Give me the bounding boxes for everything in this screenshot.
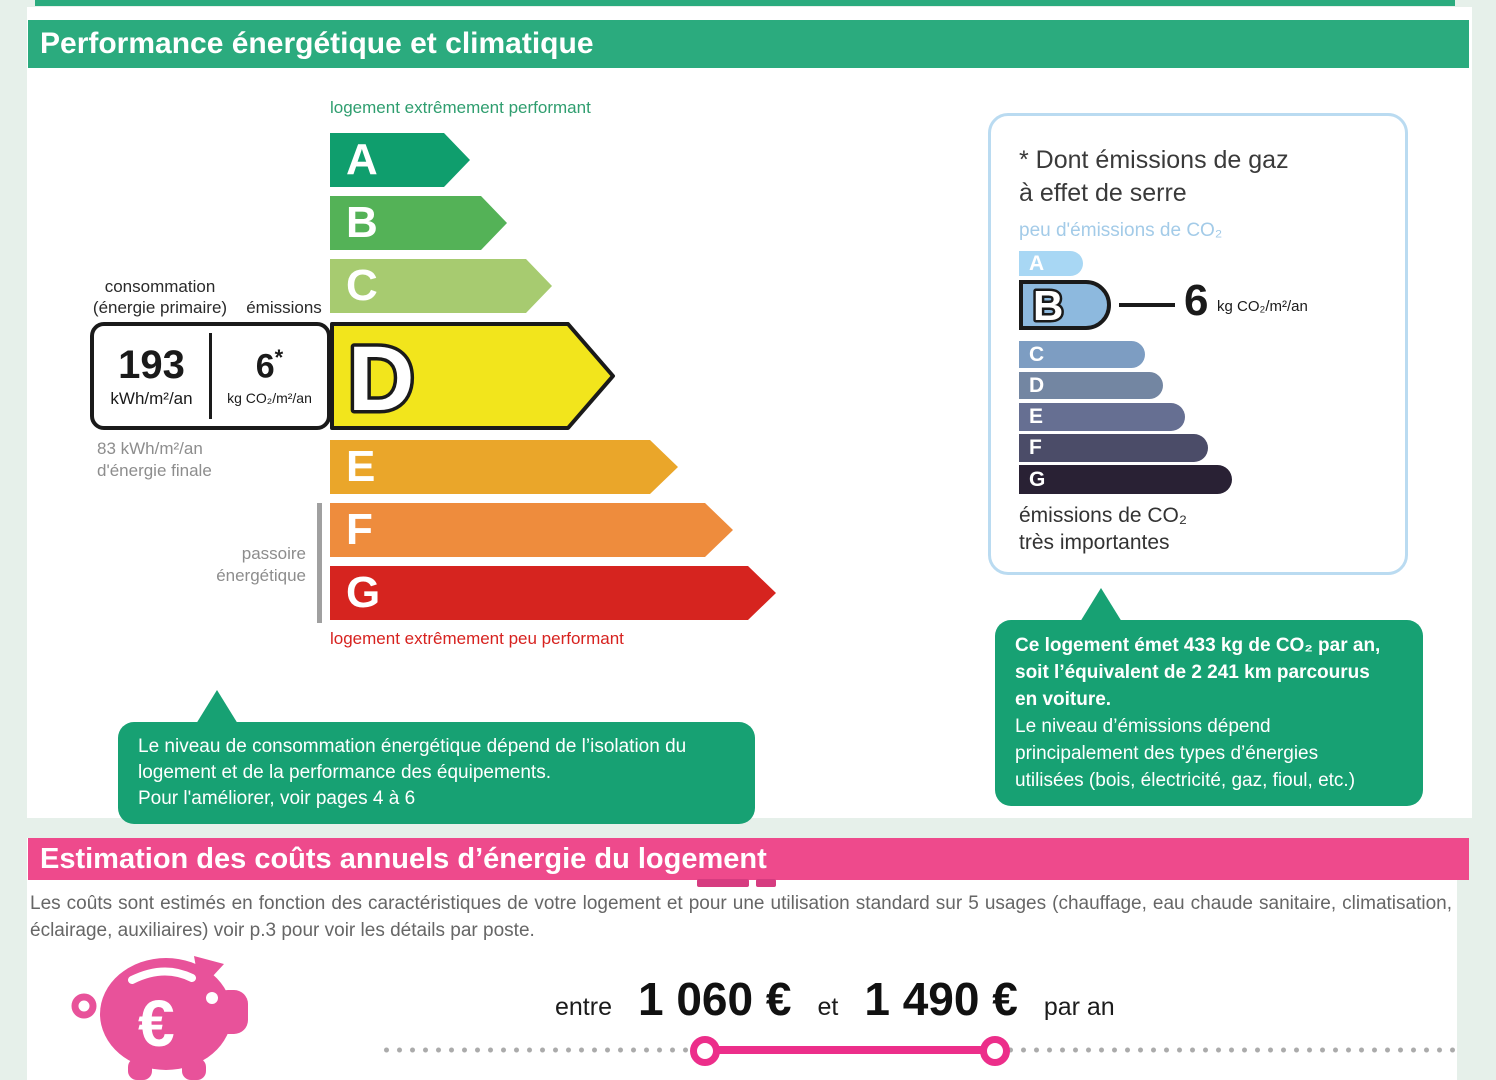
co2-note-line5: principalement des types d’énergies: [1015, 743, 1319, 764]
cost-slider-handle-max: [980, 1036, 1010, 1066]
co2-pointer-line: [1119, 303, 1175, 307]
co2-class-letter: B: [1033, 282, 1063, 328]
co2-note-line4: Le niveau d’émissions dépend: [1015, 716, 1271, 737]
co2-note-bold3: en voiture.: [1015, 689, 1112, 710]
co2-note-line6: utilisées (bois, électricité, gaz, fioul…: [1015, 770, 1356, 791]
banner-clipped-text-artifact: [756, 879, 776, 887]
co2-value: 6: [1184, 276, 1209, 325]
co2-class-E: E: [1019, 403, 1185, 431]
energy-section-banner: Performance énergétique et climatique: [28, 20, 1469, 68]
co2-bubble-tail: [1080, 588, 1122, 622]
co2-class-letter: C: [1029, 342, 1045, 366]
cost-slider-range: [705, 1046, 995, 1054]
co2-class-B-current: B: [1019, 280, 1111, 330]
co2-class-letter: F: [1029, 436, 1042, 459]
co2-class-letter: G: [1029, 467, 1046, 491]
cost-min-value: 1 060 €: [637, 973, 792, 1025]
cost-range-row: entre 1 060 € et 1 490 € par an: [555, 972, 1115, 1026]
costs-section-banner: Estimation des coûts annuels d’énergie d…: [28, 838, 1469, 880]
cost-suffix: par an: [1043, 993, 1115, 1021]
piggy-bank-icon: €: [66, 950, 256, 1080]
cost-slider-handle-min: [690, 1036, 720, 1066]
co2-class-F: F: [1019, 434, 1208, 462]
co2-caption-high: émissions de CO₂ très importantes: [1019, 504, 1188, 554]
co2-class-D: D: [1019, 372, 1163, 399]
costs-description: Les coûts sont estimés en fonction des c…: [30, 893, 1452, 941]
co2-panel: * Dont émissions de gaz à effet de serre…: [988, 113, 1408, 575]
cost-max-value: 1 490 €: [864, 973, 1018, 1025]
co2-class-A: A: [1019, 251, 1083, 276]
cost-conjunction: et: [817, 993, 839, 1021]
co2-note-bold1: Ce logement émet 433 kg de CO₂ par an,: [1015, 635, 1381, 656]
top-edge-strip: [35, 0, 1455, 6]
energy-section-title: Performance énergétique et climatique: [40, 27, 594, 60]
banner-clipped-text-artifact: [697, 879, 749, 887]
co2-class-C: C: [1019, 341, 1145, 368]
co2-class-letter: E: [1029, 405, 1044, 428]
co2-class-G: G: [1019, 465, 1232, 494]
co2-value-unit: kg CO₂/m²/an: [1217, 298, 1308, 315]
co2-caption-low: peu d'émissions de CO₂: [1019, 220, 1223, 241]
co2-note-bubble: Ce logement émet 433 kg de CO₂ par an, s…: [995, 620, 1423, 806]
co2-class-letter: D: [1029, 373, 1045, 397]
co2-note-bold2: soit l’équivalent de 2 241 km parcourus: [1015, 662, 1370, 683]
costs-section-title: Estimation des coûts annuels d’énergie d…: [40, 843, 767, 875]
cost-prefix: entre: [555, 993, 612, 1021]
svg-text:€: €: [138, 986, 175, 1060]
co2-class-letter: A: [1029, 251, 1045, 275]
co2-panel-title: * Dont émissions de gaz à effet de serre: [1019, 146, 1289, 207]
